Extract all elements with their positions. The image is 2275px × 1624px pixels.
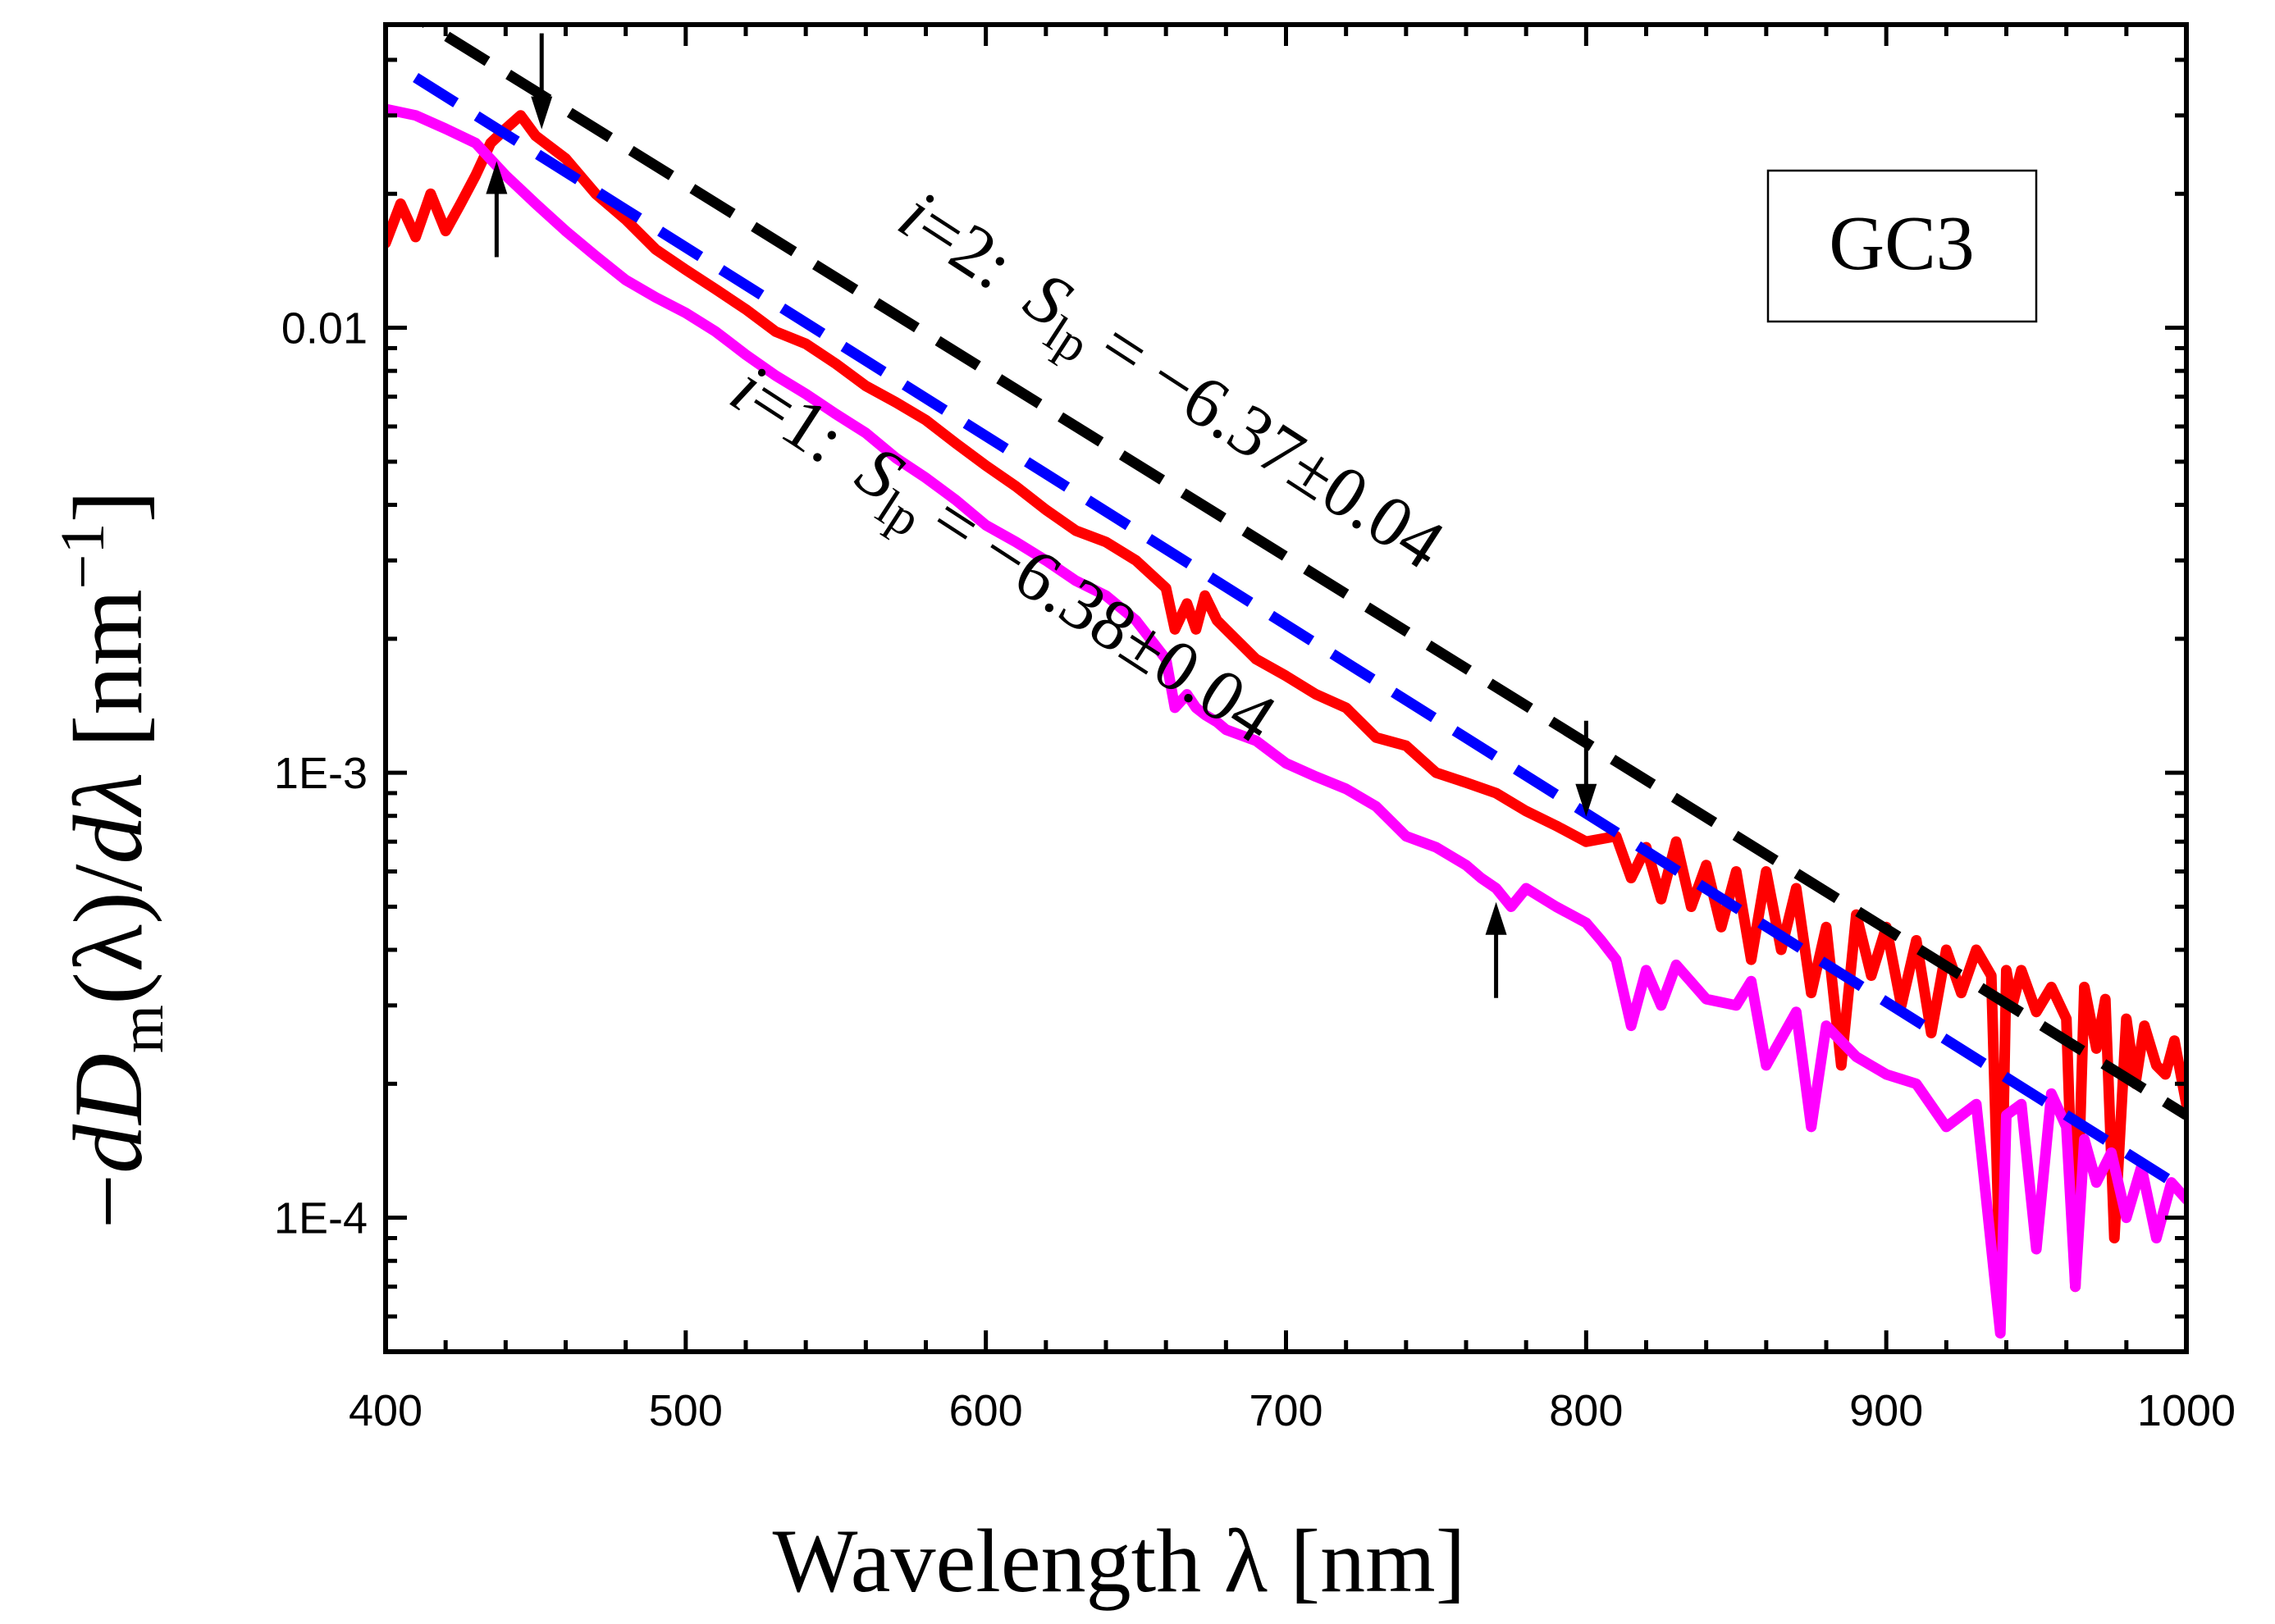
arrow-fit2-start [531,33,553,130]
y-axis-title: −dDm(λ)/dλ[nm−1] [48,490,176,1229]
y-tick-label: 0.01 [281,304,368,354]
y-tick-label: 1E-4 [274,1194,368,1243]
fit-line-2 [418,25,2186,1120]
legend-box [1766,169,2038,323]
x-tick-label: 1000 [2137,1386,2236,1435]
x-tick-label: 500 [649,1386,723,1435]
fit-line-3 [413,73,2186,1196]
arrow-fit1-end [1485,901,1507,998]
x-axis-title: Wavelength λ [nm] [773,1511,1466,1611]
legend-label: GC3 [1829,201,1975,286]
plot-layer [386,25,2186,1339]
x-tick-label: 800 [1549,1386,1623,1435]
x-tick-label: 600 [949,1386,1023,1435]
axes-layer: 400 500 600 700 800 900 1000 0.01 1E-3 1E-4 [274,22,2236,1435]
arrow-fit2-end [1575,720,1597,817]
svg-text:−dDm(λ)/dλ[nm−1]: −dDm(λ)/dλ[nm−1] [48,490,176,1229]
arrow-fit1-start [486,161,508,258]
x-tick-label: 900 [1849,1386,1923,1435]
series-line-1 [386,103,2186,1339]
series-line-0 [386,110,2186,1293]
x-tick-label: 400 [349,1386,423,1435]
x-tick-label: 700 [1249,1386,1323,1435]
y-tick-label: 1E-3 [274,749,368,798]
annotation-fit1-value: = −6.38±0.04 [917,479,1289,759]
